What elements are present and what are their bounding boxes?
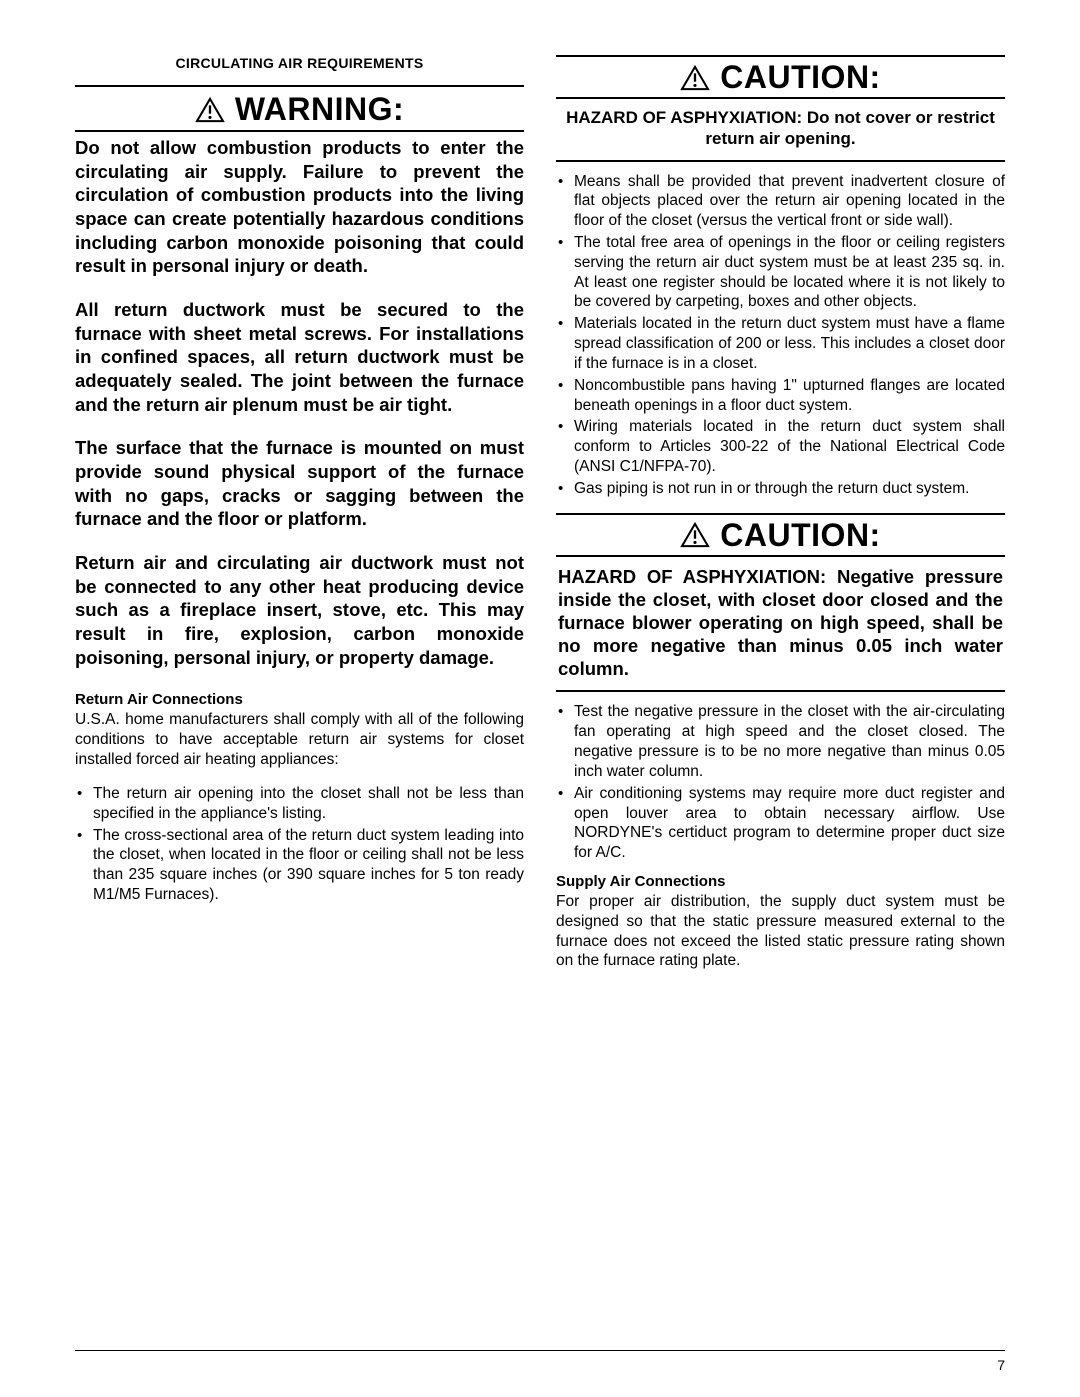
list-item: Test the negative pressure in the closet… (574, 702, 1005, 781)
left-column: CIRCULATING AIR REQUIREMENTS WARNING: Do… (75, 55, 524, 1357)
warning-title: WARNING: (235, 91, 404, 128)
warning-box: WARNING: (75, 85, 524, 132)
warning-triangle-icon (680, 65, 710, 91)
return-air-bullets: The return air opening into the closet s… (75, 784, 524, 907)
caution1-title-row: CAUTION: (556, 57, 1005, 99)
list-item: Noncombustible pans having 1" upturned f… (574, 376, 1005, 416)
caution1-subtitle: HAZARD OF ASPHYXIATION: Do not cover or … (556, 99, 1005, 160)
caution-box-2: CAUTION: HAZARD OF ASPHYXIATION: Negativ… (556, 513, 1005, 693)
caution1-title: CAUTION: (720, 59, 880, 96)
list-item: The cross-sectional area of the return d… (93, 826, 524, 905)
warning-title-row: WARNING: (75, 87, 524, 132)
caution-box-1: CAUTION: HAZARD OF ASPHYXIATION: Do not … (556, 55, 1005, 162)
return-air-heading: Return Air Connections (75, 691, 524, 708)
warning-triangle-icon (680, 522, 710, 548)
page-container: CIRCULATING AIR REQUIREMENTS WARNING: Do… (75, 55, 1005, 1357)
supply-air-heading: Supply Air Connections (556, 873, 1005, 890)
right-column: CAUTION: HAZARD OF ASPHYXIATION: Do not … (556, 55, 1005, 1357)
warning-para-2: All return ductwork must be secured to t… (75, 298, 524, 416)
list-item: The return air opening into the closet s… (93, 784, 524, 824)
section-header: CIRCULATING AIR REQUIREMENTS (75, 55, 524, 71)
warning-para-4: Return air and circulating air ductwork … (75, 551, 524, 669)
caution2-bullets: Test the negative pressure in the closet… (556, 702, 1005, 865)
page-number: 7 (997, 1357, 1005, 1373)
page-footer: 7 (75, 1350, 1005, 1357)
warning-para-3: The surface that the furnace is mounted … (75, 436, 524, 531)
caution2-subtitle: HAZARD OF ASPHYXIATION: Negative pressur… (556, 557, 1005, 691)
list-item: The total free area of openings in the f… (574, 233, 1005, 312)
list-item: Air conditioning systems may require mor… (574, 784, 1005, 863)
list-item: Materials located in the return duct sys… (574, 314, 1005, 373)
warning-para-1: Do not allow combustion products to ente… (75, 136, 524, 278)
caution1-bullets: Means shall be provided that prevent ina… (556, 172, 1005, 501)
caution2-title: CAUTION: (720, 517, 880, 554)
caution2-title-row: CAUTION: (556, 515, 1005, 557)
list-item: Means shall be provided that prevent ina… (574, 172, 1005, 231)
supply-air-body: For proper air distribution, the supply … (556, 892, 1005, 971)
list-item: Gas piping is not run in or through the … (574, 479, 1005, 499)
return-air-intro: U.S.A. home manufacturers shall comply w… (75, 710, 524, 769)
warning-triangle-icon (195, 97, 225, 123)
list-item: Wiring materials located in the return d… (574, 417, 1005, 476)
